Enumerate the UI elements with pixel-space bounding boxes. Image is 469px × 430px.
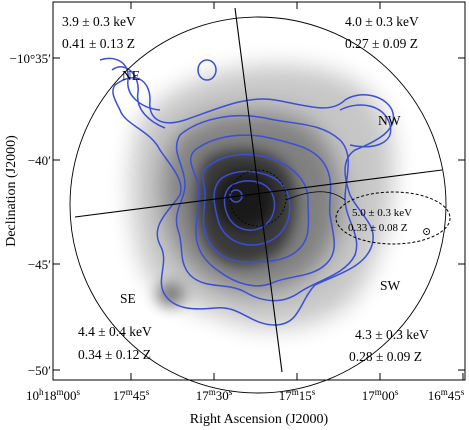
west-region-ellipse (335, 191, 451, 245)
sector-divider-lines (74, 7, 443, 373)
x-tick-labels: 10h18m00s 17m45s 17m30s 17m15s 17m00s 16… (26, 387, 465, 403)
surface-brightness-contours (99, 57, 395, 326)
x-tick-label: 17m45s (113, 387, 150, 403)
y-tick-label: −40′ (28, 153, 51, 168)
contour-2 (175, 115, 358, 302)
annotation-sw: SW 4.3 ± 0.3 keV 0.28 ± 0.09 Z (349, 278, 429, 364)
x-tick-label: 17m00s (362, 387, 399, 403)
contour-outer-ring (99, 57, 161, 111)
nw-temp: 4.0 ± 0.3 keV (345, 14, 419, 29)
divider-n-s (234, 7, 283, 373)
sun-symbol-icon: ⊙ (422, 226, 431, 238)
sw-abund: 0.28 ± 0.09 Z (349, 349, 422, 364)
y-tick-marks (53, 57, 465, 371)
contour-4 (202, 153, 310, 263)
x-tick-label: 16m45s (428, 387, 465, 403)
contour-1 (112, 77, 395, 326)
divider-e-w (74, 169, 443, 218)
sector-circle (69, 16, 447, 394)
annotation-west: 5.0 ± 0.3 keV 0.33 ± 0.08 Z ⊙ (348, 207, 431, 238)
contour-nw-blob (339, 104, 392, 148)
contour-6 (223, 180, 276, 231)
contour-ne-tail (111, 66, 166, 129)
y-tick-label: −10°35′ (10, 51, 52, 66)
sw-label: SW (380, 278, 401, 293)
y-tick-label: −50′ (28, 363, 51, 378)
se-abund: 0.34 ± 0.12 Z (78, 347, 151, 362)
west-temp: 5.0 ± 0.3 keV (352, 207, 412, 219)
annotation-nw: 4.0 ± 0.3 keV 0.27 ± 0.09 Z NW (345, 14, 419, 128)
contour-3 (190, 134, 335, 287)
ne-label: NE (122, 68, 140, 83)
y-tick-labels: −10°35′ −40′ −45′ −50′ (10, 51, 52, 378)
x-tick-marks (52, 2, 464, 380)
contour-5 (213, 170, 291, 246)
y-axis-title: Declination (J2000) (4, 135, 19, 247)
nw-label: NW (378, 113, 401, 128)
west-abund: 0.33 ± 0.08 Z (348, 222, 408, 234)
se-temp: 4.4 ± 0.4 keV (78, 324, 152, 339)
x-tick-label: 17m15s (279, 387, 316, 403)
nw-abund: 0.27 ± 0.09 Z (345, 36, 418, 51)
se-label: SE (120, 291, 136, 306)
sw-temp: 4.3 ± 0.3 keV (355, 327, 429, 342)
x-tick-label: 17m30s (196, 387, 233, 403)
x-tick-label: 10h18m00s (26, 387, 81, 403)
annotation-se: SE 4.4 ± 0.4 keV 0.34 ± 0.12 Z (78, 291, 152, 362)
y-tick-label: −45′ (28, 257, 51, 272)
ne-temp: 3.9 ± 0.3 keV (62, 14, 136, 29)
contour-north-knot (197, 59, 217, 81)
ne-abund: 0.41 ± 0.13 Z (62, 36, 135, 51)
central-region (229, 169, 346, 227)
x-axis-title: Right Ascension (J2000) (190, 412, 329, 427)
plot-frame (52, 1, 466, 381)
annotation-ne: 3.9 ± 0.3 keV 0.41 ± 0.13 Z NE (62, 14, 140, 83)
